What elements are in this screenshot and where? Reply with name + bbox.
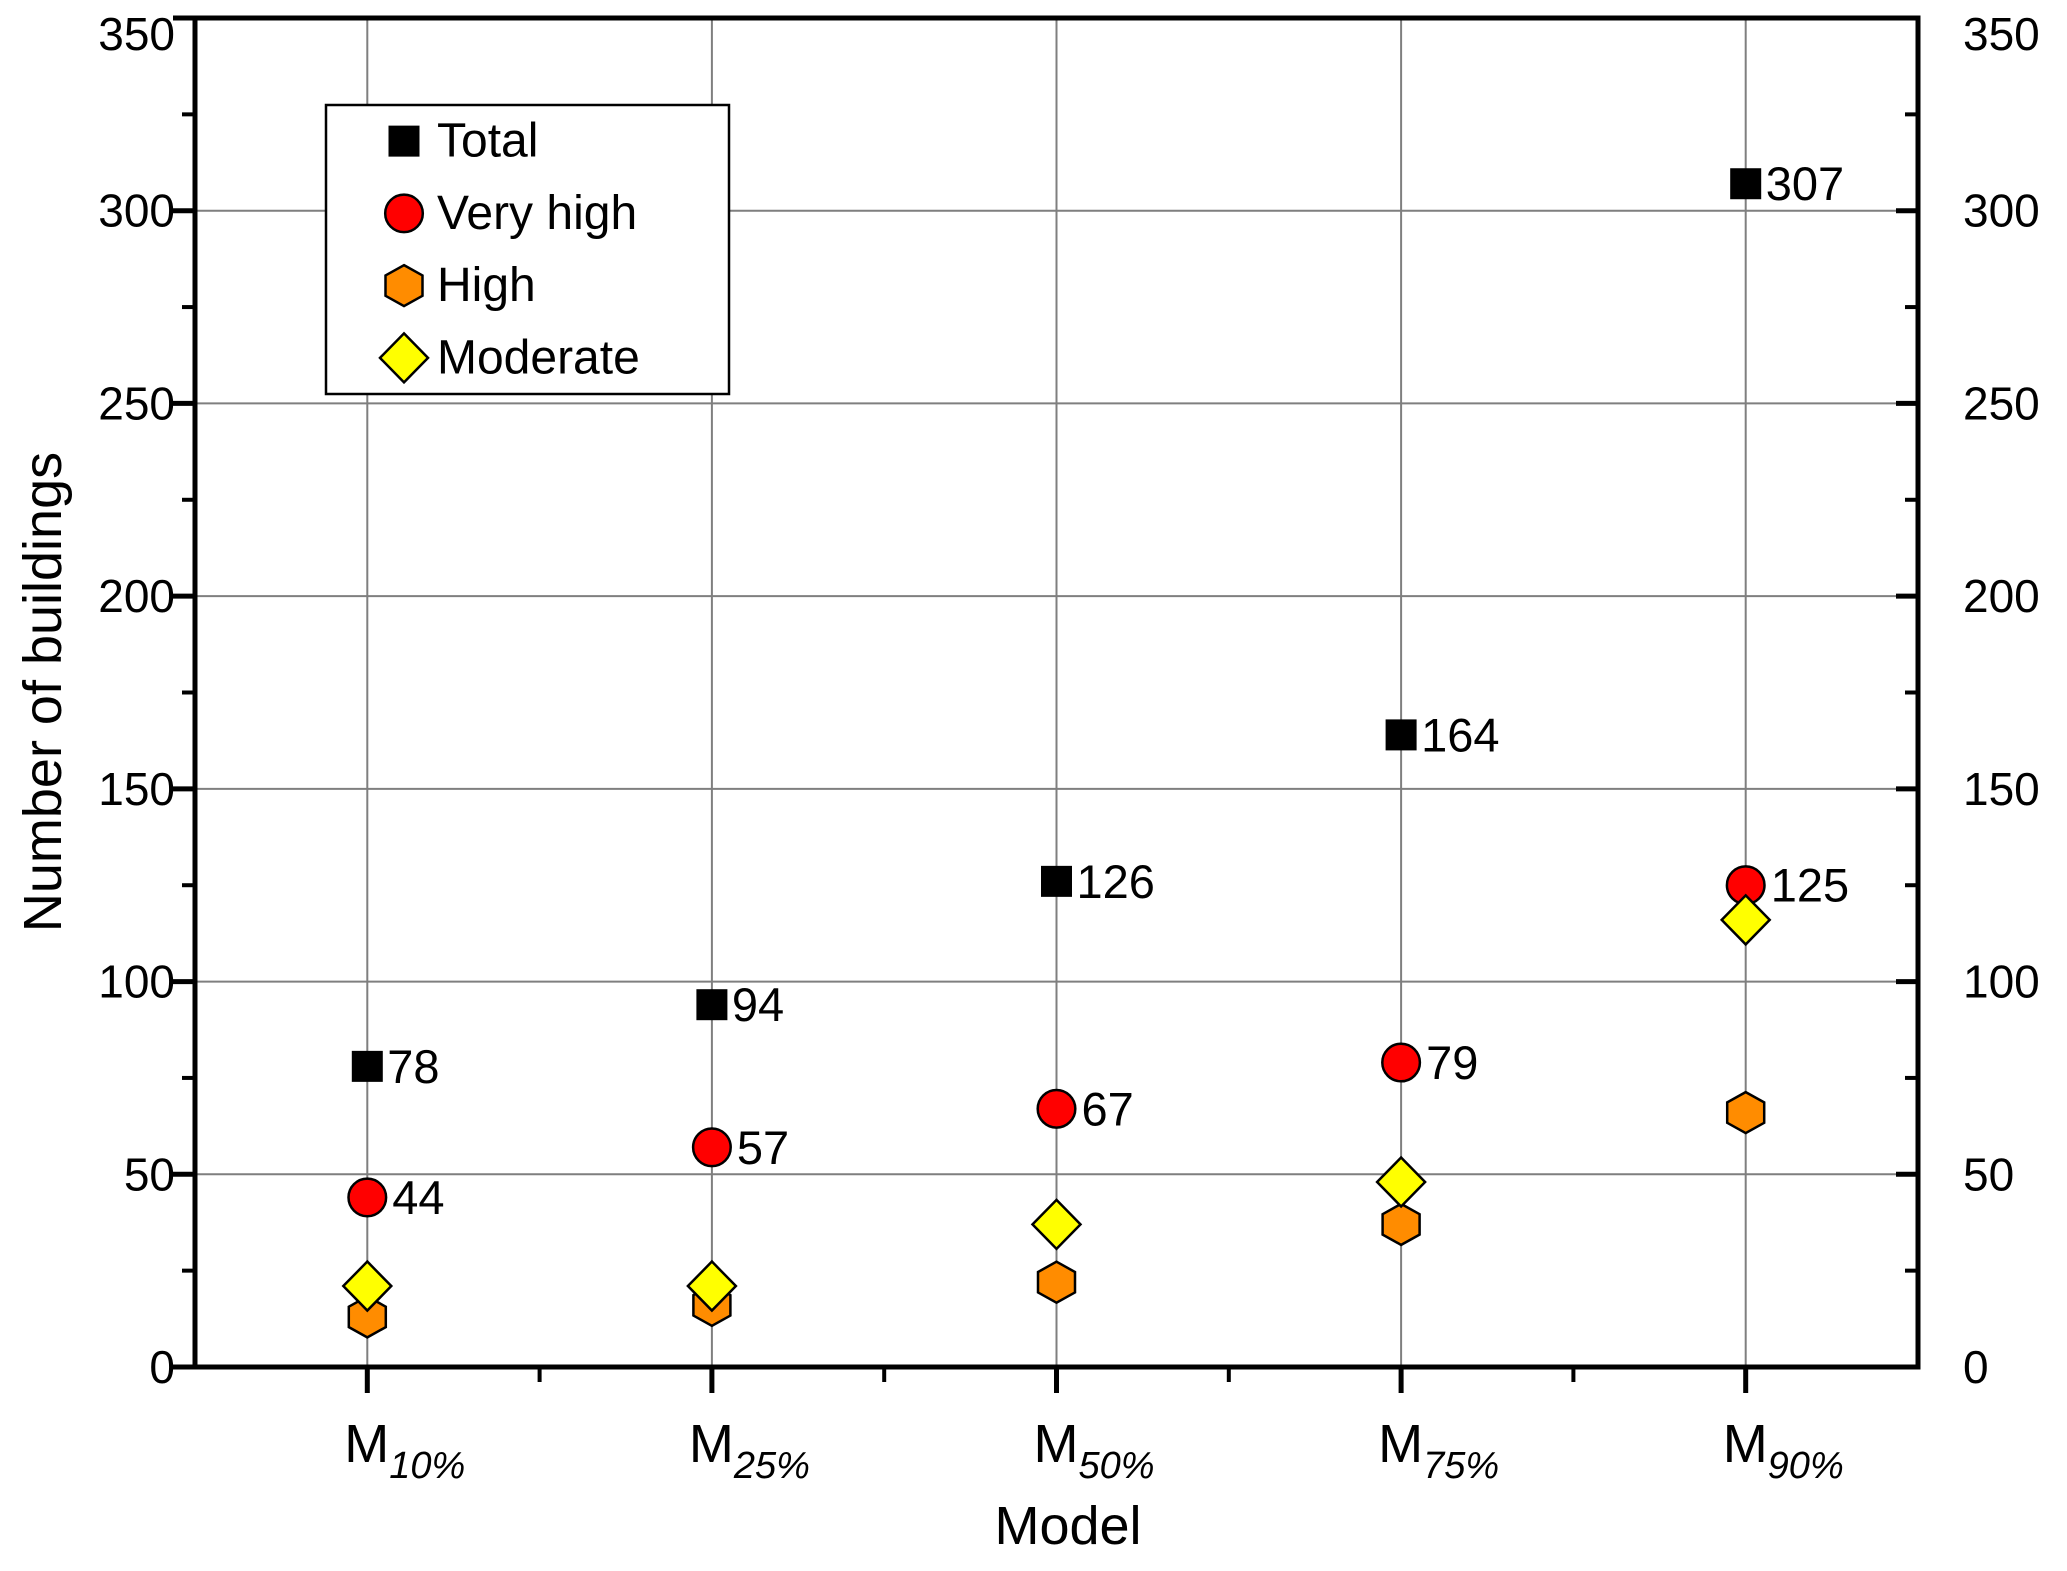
y-tick-label-left: 50 bbox=[124, 1148, 175, 1200]
y-axis-title: Number of buildings bbox=[13, 451, 73, 933]
data-point-label: 307 bbox=[1766, 157, 1844, 210]
data-point-marker bbox=[1041, 865, 1072, 897]
data-point-label: 57 bbox=[737, 1121, 789, 1174]
data-point-marker bbox=[351, 1050, 383, 1082]
data-point-label: 78 bbox=[387, 1040, 439, 1093]
legend-label: Very high bbox=[437, 187, 637, 240]
data-point-marker bbox=[1375, 1155, 1427, 1209]
legend-label: Moderate bbox=[437, 331, 640, 384]
x-category-label: M10% bbox=[344, 1414, 465, 1487]
data-point-label: 67 bbox=[1082, 1082, 1134, 1135]
y-tick-label-left: 300 bbox=[98, 185, 175, 237]
data-point-marker bbox=[1381, 1202, 1421, 1247]
data-point-marker bbox=[686, 1259, 738, 1313]
legend-label: High bbox=[437, 259, 536, 312]
data-point-marker bbox=[1381, 1042, 1422, 1083]
data-point-marker bbox=[1730, 168, 1762, 200]
data-point-label: 164 bbox=[1421, 708, 1499, 761]
data-point-marker bbox=[341, 1259, 394, 1313]
data-point-label: 125 bbox=[1771, 859, 1849, 912]
legend-marker-diamond bbox=[378, 331, 430, 385]
data-point-marker bbox=[691, 1127, 732, 1168]
legend-marker-circle bbox=[383, 193, 425, 234]
axis-ticks: 0 0 50 50 100 100 150 150 200 200 250 250 300 300 350 3… bbox=[98, 8, 2040, 1393]
data-point-marker bbox=[1036, 1088, 1077, 1129]
data-point-marker bbox=[696, 989, 728, 1021]
y-tick-label-right: 300 bbox=[1963, 185, 2040, 237]
legend: Total Very high High Moderate bbox=[324, 103, 731, 396]
x-category-label: M90% bbox=[1723, 1414, 1844, 1487]
series-moderate bbox=[341, 893, 1772, 1313]
y-tick-label-left: 100 bbox=[98, 956, 175, 1008]
y-tick-label-right: 50 bbox=[1963, 1148, 2014, 1200]
y-tick-label-right: 200 bbox=[1963, 570, 2040, 622]
data-point-label: 94 bbox=[732, 978, 784, 1031]
data-point-marker bbox=[1030, 1198, 1083, 1251]
data-point-marker bbox=[1036, 1260, 1077, 1305]
y-tick-label-left: 200 bbox=[98, 570, 175, 622]
y-tick-label-right: 0 bbox=[1963, 1341, 1989, 1393]
x-category-label: M25% bbox=[689, 1414, 810, 1487]
y-tick-label-right: 150 bbox=[1963, 763, 2040, 815]
x-category-label: M50% bbox=[1034, 1414, 1155, 1487]
y-tick-label-left: 150 bbox=[98, 763, 175, 815]
legend-label: Total bbox=[437, 115, 538, 168]
x-category-label: M75% bbox=[1378, 1414, 1499, 1487]
data-point-marker bbox=[1385, 719, 1417, 751]
data-point-marker bbox=[1719, 893, 1772, 947]
legend-marker-hexagon bbox=[384, 263, 424, 308]
data-point-label: 44 bbox=[392, 1171, 444, 1224]
legend-marker-square bbox=[388, 125, 420, 157]
series-total: 78 94 126 164 307 bbox=[351, 157, 1844, 1093]
data-point-marker bbox=[347, 1177, 388, 1218]
y-tick-label-left: 350 bbox=[98, 8, 175, 60]
data-point-marker bbox=[347, 1294, 388, 1339]
series-very-high: 44 57 67 79 125 bbox=[347, 859, 1849, 1224]
y-tick-label-left: 0 bbox=[149, 1341, 175, 1393]
y-tick-label-left: 250 bbox=[98, 377, 175, 429]
y-tick-label-right: 100 bbox=[1963, 956, 2040, 1008]
data-point-label: 79 bbox=[1426, 1036, 1478, 1089]
data-point-label: 126 bbox=[1077, 855, 1155, 908]
y-tick-label-right: 250 bbox=[1963, 377, 2040, 429]
data-point-marker bbox=[1725, 1090, 1766, 1135]
y-tick-label-right: 350 bbox=[1963, 8, 2040, 60]
x-axis-title: Model bbox=[994, 1496, 1142, 1556]
